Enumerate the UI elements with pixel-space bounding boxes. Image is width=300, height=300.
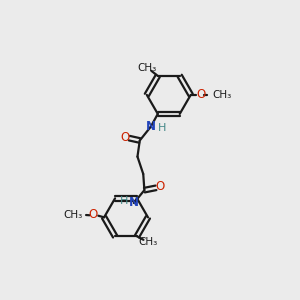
Text: CH₃: CH₃ — [213, 90, 232, 100]
Text: CH₃: CH₃ — [139, 237, 158, 247]
Text: CH₃: CH₃ — [63, 210, 82, 220]
Text: O: O — [155, 180, 165, 193]
Text: O: O — [88, 208, 98, 221]
Text: O: O — [196, 88, 206, 101]
Text: CH₃: CH₃ — [138, 63, 157, 73]
Text: H: H — [119, 196, 128, 206]
Text: N: N — [146, 120, 156, 133]
Text: O: O — [121, 130, 130, 143]
Text: H: H — [158, 124, 166, 134]
Text: N: N — [129, 196, 139, 209]
